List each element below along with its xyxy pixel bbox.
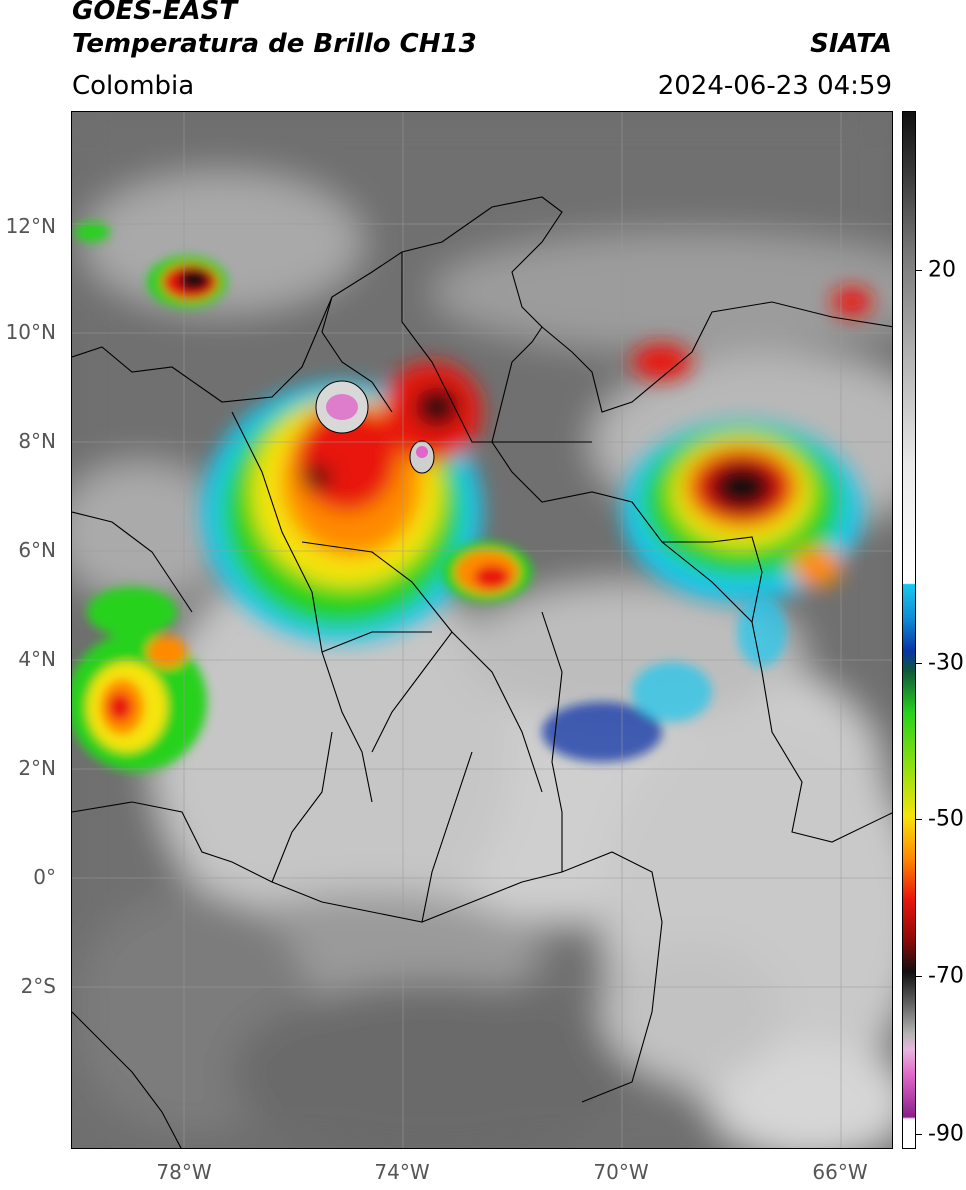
colorbar-tick-m30 [916, 663, 922, 664]
product-title: Temperatura de Brillo CH13 [72, 29, 477, 59]
colorbar-label-m30: -30 [928, 650, 964, 676]
colorbar-label-m50: -50 [928, 806, 964, 832]
satellite-title: GOES-EAST [72, 0, 238, 26]
colorbar-label-20: 20 [928, 257, 956, 283]
lon-label-70w: 70°W [593, 1160, 649, 1184]
temperature-colorbar [902, 111, 916, 1149]
political-boundaries [72, 196, 892, 1148]
colorbar-tick-m70 [916, 976, 922, 977]
lat-label-6n: 6°N [18, 538, 56, 562]
colorbar-label-m70: -70 [928, 963, 964, 989]
lon-label-74w: 74°W [374, 1160, 430, 1184]
storm-venezuela-east [622, 287, 872, 602]
lon-label-78w: 78°W [156, 1160, 212, 1184]
lat-label-8n: 8°N [18, 429, 56, 453]
lat-label-4n: 4°N [18, 647, 56, 671]
lat-label-2s: 2°S [20, 974, 56, 998]
lat-label-12n: 12°N [5, 214, 56, 238]
colorbar-tick-m90 [916, 1134, 922, 1135]
satellite-map[interactable] [71, 111, 893, 1149]
colorbar-label-m90: -90 [928, 1121, 964, 1147]
storm-magdalena [202, 362, 482, 642]
storm-caribbean [74, 222, 227, 308]
colorbar-tick-m50 [916, 819, 922, 820]
overshooting-tops [315, 380, 435, 474]
datetime-label: 2024-06-23 04:59 [657, 71, 892, 101]
lon-label-66w: 66°W [812, 1160, 868, 1184]
region-label: Colombia [72, 71, 195, 101]
storm-llanos-north [442, 542, 532, 602]
storm-west-coast [72, 587, 207, 772]
map-graphic [72, 112, 892, 1148]
colorbar-tick-20 [916, 270, 922, 271]
agency-label: SIATA [810, 29, 892, 59]
lat-label-2n: 2°N [18, 756, 56, 780]
lat-label-10n: 10°N [5, 320, 56, 344]
storm-southeast [542, 597, 787, 762]
graticule [72, 112, 892, 1148]
lat-label-0: 0° [33, 865, 56, 889]
